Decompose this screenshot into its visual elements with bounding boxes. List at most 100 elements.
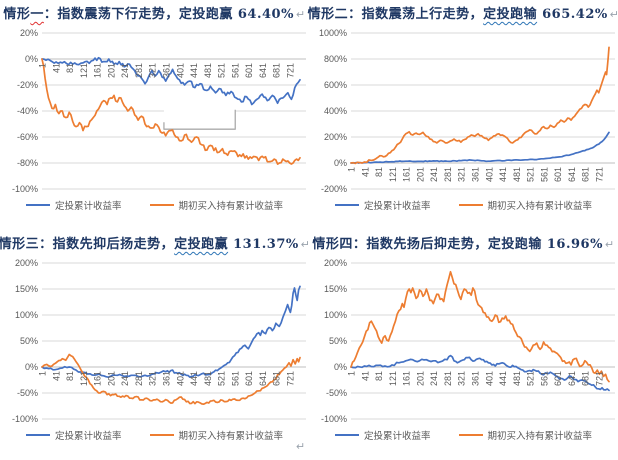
y-axis-tick-label: 100% <box>14 310 37 320</box>
x-axis-tick-label: 681 <box>271 371 281 386</box>
y-axis-tick-label: 0% <box>333 158 346 168</box>
x-axis-tick-label: 321 <box>456 167 466 182</box>
line-chart-canvas: 20% 0% -20% -40% -60% -80% -100% 1 41 81 121 161 201… <box>11 28 306 194</box>
x-axis-tick-label: 401 <box>175 63 185 78</box>
x-axis-tick-label: 81 <box>374 167 384 177</box>
x-axis-tick-label: 121 <box>387 371 397 386</box>
x-axis-tick-label: 81 <box>65 63 75 73</box>
paragraph-return-mark: ↵ <box>609 9 618 21</box>
y-axis-tick-label: -100% <box>11 184 37 194</box>
title-segment: 情形 <box>3 7 31 22</box>
x-axis-tick-label: 81 <box>65 371 75 381</box>
x-axis-tick-label: 161 <box>401 167 411 182</box>
y-axis-tick-label: -50% <box>325 388 346 398</box>
y-axis-tick-label: 800% <box>323 54 346 64</box>
x-axis-tick-label: 481 <box>511 371 521 386</box>
legend-label: 期初买入持有累计收益率 <box>487 431 593 442</box>
y-axis-tick-label: 150% <box>323 284 346 294</box>
legend-label: 定投累计收益率 <box>54 431 122 442</box>
title-segment: 665.42% <box>537 7 608 22</box>
x-axis-tick-label: 521 <box>216 371 226 386</box>
callout-box-fill <box>163 109 235 130</box>
x-axis-tick-label: 241 <box>429 371 439 386</box>
x-axis-tick-label: 481 <box>202 371 212 386</box>
chart-title: 情形一：指数震荡下行走势，定投跑赢 64.40% ↵ <box>3 5 305 25</box>
y-axis-tick-label: 0% <box>24 362 37 372</box>
x-axis-tick-label: 241 <box>120 371 130 386</box>
legend-line-swatch <box>25 434 50 436</box>
title-segment-underlined: 定投跑输 <box>483 7 538 22</box>
y-axis-tick-label: 50% <box>328 336 346 346</box>
x-axis-tick-label: 561 <box>539 371 549 386</box>
title-segment: 情形二：指数震荡上行走势， <box>307 7 484 22</box>
x-axis-tick-label: 321 <box>456 371 466 386</box>
x-axis-tick-label: 641 <box>566 371 576 386</box>
legend-line-swatch <box>149 204 174 206</box>
gridlines: 20% 0% -20% -40% -60% -80% -100% <box>11 28 306 194</box>
legend-item-buyhold: 期初买入持有累计收益率 <box>458 428 593 442</box>
x-axis-tick-label: 41 <box>360 167 370 177</box>
chart-panel-scenario-2: 情形二：指数震荡上行走势，定投跑输 665.42% ↵ 1000% 800% 600%… <box>308 0 618 230</box>
x-axis-tick-label: 721 <box>594 371 604 386</box>
x-axis-tick-label: 641 <box>257 371 267 386</box>
title-segment: 131.37% <box>228 237 299 252</box>
legend-line-swatch <box>458 204 483 206</box>
x-axis-tick-label: 401 <box>484 371 494 386</box>
line-chart-canvas: 200% 150% 100% 50% 0% -50% -100% 1 41 81 121 161 201… <box>320 258 615 424</box>
x-axis-tick-label: 481 <box>511 167 521 182</box>
y-axis-tick-label: -40% <box>16 106 37 116</box>
x-axis-tick-label: 361 <box>470 371 480 386</box>
x-axis-tick-label: 281 <box>442 167 452 182</box>
x-axis-tick-label: 41 <box>360 371 370 381</box>
x-axis-tick-label: 361 <box>161 371 171 386</box>
y-axis-tick-label: 400% <box>323 106 346 116</box>
title-segment: ：指数震荡下行走势，定投跑赢 64.40% <box>43 7 294 22</box>
line-chart: 20% 0% -20% -40% -60% -80% -100% 1 41 81 121 161 201… <box>2 25 308 212</box>
legend-label: 期初买入持有累计收益率 <box>487 201 593 212</box>
x-axis-tick-label: 601 <box>244 63 254 78</box>
legend-item-dca: 定投累计收益率 <box>25 428 122 442</box>
dca-series-line <box>349 131 610 164</box>
x-axis-tick-label: 1 <box>37 371 47 376</box>
x-axis-tick-label: 281 <box>442 371 452 386</box>
x-axis-tick-label: 681 <box>580 371 590 386</box>
buyhold-series-line <box>40 58 301 165</box>
y-axis-tick-label: 0% <box>333 362 346 372</box>
x-axis-tick-labels: 1 41 81 121 161 201 241 281 321 361 401 441 481 521 56… <box>37 63 295 78</box>
x-axis-tick-label: 321 <box>147 371 157 386</box>
line-chart: 200% 150% 100% 50% 0% -50% -100% 1 41 81 121 161 201… <box>311 255 617 442</box>
x-axis-tick-label: 681 <box>580 167 590 182</box>
x-axis-tick-label: 161 <box>92 371 102 386</box>
paragraph-return-mark: ↵ <box>300 239 311 251</box>
legend-line-swatch <box>25 204 50 206</box>
y-axis-tick-label: 20% <box>19 28 37 38</box>
buyhold-series-line <box>349 46 610 165</box>
legend-item-buyhold: 期初买入持有累计收益率 <box>458 198 593 212</box>
x-axis-tick-label: 241 <box>429 167 439 182</box>
chart-title: 情形三：指数先抑后扬走势，定投跑赢 131.37% ↵ <box>0 235 310 255</box>
x-axis-tick-label: 201 <box>415 371 425 386</box>
legend-label: 定投累计收益率 <box>363 201 431 212</box>
legend-line-swatch <box>334 434 359 436</box>
x-axis-tick-labels: 1 41 81 121 161 201 241 281 321 361 401 441 481 521 56… <box>346 371 604 386</box>
y-axis-tick-label: -60% <box>16 132 37 142</box>
line-chart: 200% 150% 100% 50% 0% -50% -100% 1 41 81 121 161 201… <box>2 255 308 442</box>
x-axis-tick-label: 361 <box>161 63 171 78</box>
y-axis-tick-label: 50% <box>19 336 37 346</box>
legend-line-swatch <box>458 434 483 436</box>
legend-label: 定投累计收益率 <box>54 201 122 212</box>
legend-label: 期初买入持有累计收益率 <box>178 201 284 212</box>
legend-line-swatch <box>334 204 359 206</box>
y-axis-tick-label: -100% <box>320 414 346 424</box>
chart-title: 情形二：指数震荡上行走势，定投跑输 665.42% ↵ <box>308 5 618 25</box>
line-chart-canvas: 1000% 800% 600% 400% 200% 0% -200% 1 41 81 121 161 2… <box>318 28 615 194</box>
x-axis-tick-label: 121 <box>387 167 397 182</box>
y-axis-tick-label: 200% <box>323 132 346 142</box>
x-axis-tick-label: 561 <box>230 63 240 78</box>
title-segment: 情形三：指数先抑后扬走势， <box>0 237 175 252</box>
dca-series-line <box>40 56 301 106</box>
y-axis-tick-label: 150% <box>14 284 37 294</box>
x-axis-tick-label: 641 <box>566 167 576 182</box>
